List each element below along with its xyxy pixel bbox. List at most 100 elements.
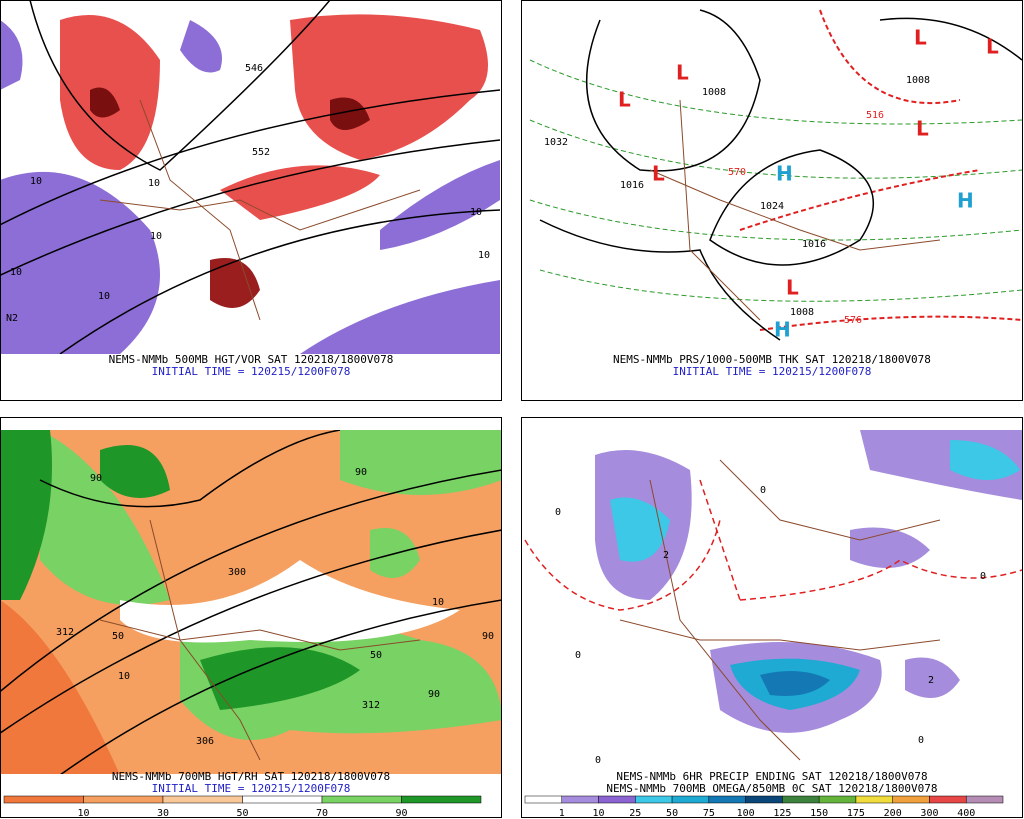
contour-label: 0 — [575, 650, 581, 661]
contour-label: 2 — [663, 550, 669, 561]
color-bar-label: 125 — [773, 808, 791, 819]
color-bar-label: 10 — [593, 808, 605, 819]
color-bar: 1 10 25 50 75 100 125 150 175 200 300 400 — [524, 795, 1004, 819]
contour-label: 0 — [918, 735, 924, 746]
initial-time: INITIAL TIME = 120215/1200F078 — [152, 782, 351, 795]
contour-label: 0 — [760, 485, 766, 496]
color-bar-swatch — [965, 795, 1004, 804]
contour-label: N2 — [6, 313, 18, 324]
low-marker: L — [618, 88, 631, 112]
isobar-label: 1016 — [802, 239, 826, 250]
color-bar-label: 175 — [847, 808, 865, 819]
color-bar-swatch — [818, 795, 857, 804]
color-bar-label: 90 — [395, 808, 407, 819]
panel-caption: NEMS-NMMb PRS/1000-500MB THK SAT 120218/… — [613, 353, 931, 366]
color-bar-label: 200 — [884, 808, 902, 819]
contour-label: 10 — [118, 671, 130, 682]
contour-label: 2 — [928, 675, 934, 686]
color-bar-swatch — [83, 795, 164, 804]
color-bar-swatch — [321, 795, 402, 804]
contour-label: 50 — [112, 631, 124, 642]
contour-label: 552 — [252, 147, 270, 158]
color-bar-swatch — [745, 795, 783, 804]
initial-time: INITIAL TIME = 120215/1200F078 — [152, 365, 351, 378]
contour-label: 312 — [362, 700, 380, 711]
map-700mb-rh — [1, 430, 501, 774]
map-500mb-vorticity — [1, 1, 501, 354]
high-marker: H — [776, 162, 793, 186]
map-pressure-thickness — [529, 9, 1022, 341]
color-bar-swatch — [401, 795, 482, 804]
color-bar-swatch — [671, 795, 710, 804]
color-bar-label: 75 — [703, 808, 715, 819]
low-marker: L — [914, 26, 927, 50]
contour-label: 90 — [90, 473, 102, 484]
thickness-label: 516 — [866, 110, 884, 121]
contour-label: 10 — [432, 597, 444, 608]
color-bar-label: 150 — [810, 808, 828, 819]
color-bar-swatch — [929, 795, 967, 804]
contour-label: 90 — [428, 689, 440, 700]
contour-label: 0 — [555, 507, 561, 518]
low-marker: L — [916, 117, 929, 141]
color-bar-swatch — [242, 795, 323, 804]
thickness-label: 576 — [844, 315, 862, 326]
isobar-label: 1008 — [790, 307, 814, 318]
color-bar-label: 1 — [559, 808, 565, 819]
map-precip-omega — [524, 430, 1022, 761]
color-bar-swatch — [3, 795, 84, 804]
low-marker: L — [986, 35, 999, 59]
color-bar: 10 30 50 70 90 — [3, 795, 482, 819]
color-bar-label: 50 — [666, 808, 678, 819]
contour-label: 0 — [595, 755, 601, 766]
contour-label: 10 — [150, 231, 162, 242]
contour-label: 546 — [245, 63, 263, 74]
low-marker: L — [786, 276, 799, 300]
contour-label: 10 — [10, 267, 22, 278]
high-marker: H — [957, 189, 974, 213]
panel-caption: NEMS-NMMb 6HR PRECIP ENDING SAT 120218/1… — [616, 770, 927, 783]
color-bar-swatch — [598, 795, 636, 804]
contour-label: 90 — [482, 631, 494, 642]
color-bar-label: 400 — [957, 808, 975, 819]
color-bar-label: 10 — [77, 808, 89, 819]
color-bar-swatch — [524, 795, 563, 804]
low-marker: L — [652, 162, 665, 186]
contour-label: 0 — [980, 571, 986, 582]
color-bar-swatch — [708, 795, 746, 804]
color-bar-label: 100 — [737, 808, 755, 819]
contour-label: 10 — [148, 178, 160, 189]
isobar-label: 1008 — [702, 87, 726, 98]
panel-caption: NEMS-NMMb 500MB HGT/VOR SAT 120218/1800V… — [109, 353, 394, 366]
contour-label: 90 — [355, 467, 367, 478]
thickness-label: 570 — [728, 167, 746, 178]
contour-label: 300 — [228, 567, 246, 578]
color-bar-label: 30 — [157, 808, 169, 819]
low-marker: L — [676, 61, 689, 85]
color-bar-swatch — [162, 795, 243, 804]
color-bar-label: 300 — [920, 808, 938, 819]
high-marker: H — [774, 318, 791, 342]
color-bar-label: 25 — [629, 808, 641, 819]
contour-label: 306 — [196, 736, 214, 747]
color-bar-swatch — [635, 795, 673, 804]
panel-caption: NEMS-NMMb 700MB OMEGA/850MB 0C SAT 12021… — [606, 782, 937, 795]
isobar-label: 1016 — [620, 180, 644, 191]
contour-label: 312 — [56, 627, 74, 638]
contour-label: 10 — [470, 207, 482, 218]
isobar-label: 1008 — [906, 75, 930, 86]
color-bar-swatch — [892, 795, 930, 804]
color-bar-label: 50 — [236, 808, 248, 819]
color-bar-swatch — [561, 795, 599, 804]
contour-label: 50 — [370, 650, 382, 661]
color-bar-swatch — [855, 795, 893, 804]
isobar-label: 1032 — [544, 137, 568, 148]
color-bar-label: 70 — [316, 808, 328, 819]
contour-label: 10 — [478, 250, 490, 261]
isobar-label: 1024 — [760, 201, 784, 212]
contour-label: 10 — [98, 291, 110, 302]
contour-label: 10 — [30, 176, 42, 187]
panel-caption: NEMS-NMMb 700MB HGT/RH SAT 120218/1800V0… — [112, 770, 390, 783]
color-bar-swatch — [782, 795, 820, 804]
